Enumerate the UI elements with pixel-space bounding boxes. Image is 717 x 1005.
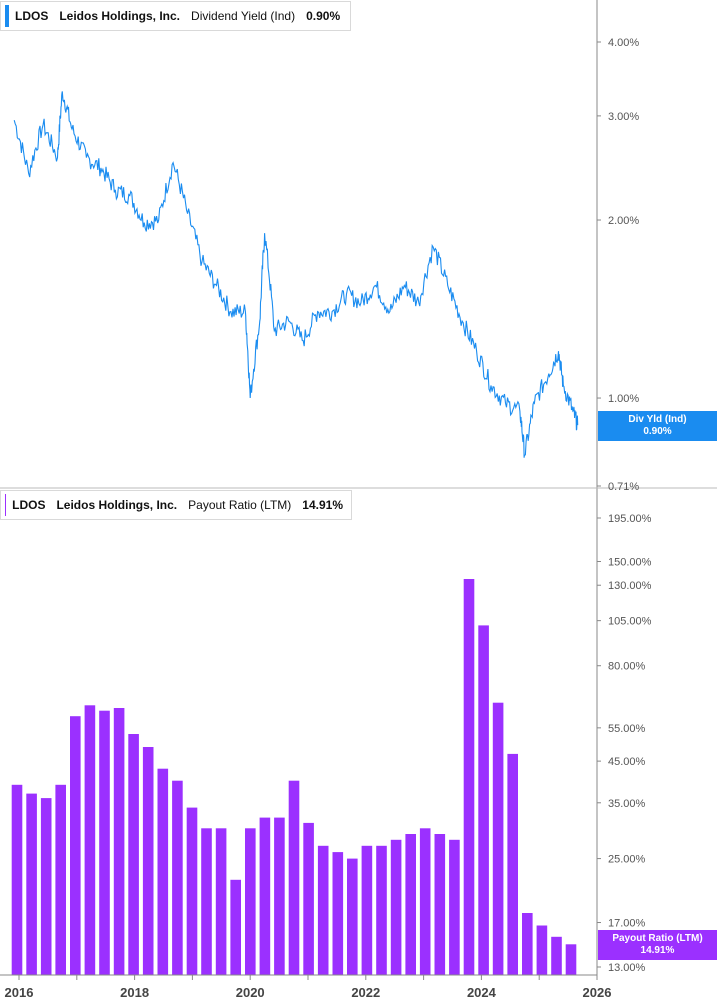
top-legend-metric: Dividend Yield (Ind) xyxy=(191,9,296,23)
payout-y-tick-label: 45.00% xyxy=(608,756,646,768)
payout-ratio-bar xyxy=(128,734,139,975)
dividend-yield-line xyxy=(13,91,579,458)
payout-ratio-bar xyxy=(361,845,373,975)
payout-ratio-bar xyxy=(551,936,562,975)
payout-y-tick-label: 195.00% xyxy=(608,513,652,525)
payout-ratio-bar xyxy=(201,828,212,975)
top-legend: LDOS Leidos Holdings, Inc. Dividend Yiel… xyxy=(0,1,351,31)
bottom-legend: LDOS Leidos Holdings, Inc. Payout Ratio … xyxy=(0,490,352,520)
payout-ratio-bar xyxy=(347,858,358,975)
yield-y-tick-label: 1.00% xyxy=(608,393,639,405)
payout-ratio-bar xyxy=(507,753,518,975)
payout-ratio-bar xyxy=(317,845,329,975)
bottom-legend-ticker: LDOS xyxy=(12,498,46,512)
x-tick-label: 2026 xyxy=(583,985,612,1000)
yield-y-tick-label: 4.00% xyxy=(608,37,639,49)
payout-ratio-bar xyxy=(274,817,285,975)
payout-ratio-bar xyxy=(259,817,271,975)
payout-ratio-bar xyxy=(303,822,314,975)
bottom-legend-value: 14.91% xyxy=(302,498,343,512)
payout-ratio-bar xyxy=(376,845,387,975)
dividend-yield-flag: Div Yld (Ind) 0.90% xyxy=(598,411,717,441)
payout-ratio-bar xyxy=(26,793,37,975)
payout-ratio-bar xyxy=(113,708,125,975)
dividend-yield-flag-label: Div Yld (Ind) xyxy=(628,414,687,425)
payout-y-tick-label: 130.00% xyxy=(608,580,652,592)
payout-ratio-bar xyxy=(565,944,577,975)
payout-ratio-bar xyxy=(245,828,256,975)
payout-y-tick-label: 55.00% xyxy=(608,723,646,735)
payout-ratio-bar xyxy=(99,710,110,975)
payout-ratio-bar xyxy=(434,834,446,975)
payout-ratio-bar xyxy=(186,807,198,975)
payout-ratio-flag-value: 14.91% xyxy=(640,945,675,956)
payout-ratio-bar xyxy=(70,716,81,975)
payout-ratio-bar xyxy=(84,705,96,975)
payout-ratio-bar xyxy=(449,839,460,975)
payout-y-tick-label: 150.00% xyxy=(608,557,652,569)
payout-ratio-bar xyxy=(230,879,241,975)
payout-ratio-bar xyxy=(11,784,23,975)
payout-ratio-bar xyxy=(405,834,416,975)
payout-ratio-flag-label: Payout Ratio (LTM) xyxy=(612,933,703,944)
yield-y-tick-label: 0.71% xyxy=(608,481,639,493)
payout-ratio-flag: Payout Ratio (LTM) 14.91% xyxy=(598,930,717,960)
payout-ratio-bar xyxy=(332,852,344,975)
payout-ratio-bar xyxy=(142,747,154,975)
x-tick-label: 2018 xyxy=(120,985,149,1000)
x-tick-label: 2016 xyxy=(5,985,34,1000)
payout-ratio-bar xyxy=(215,828,227,975)
payout-ratio-bar xyxy=(40,798,52,975)
top-legend-ticker: LDOS xyxy=(15,9,49,23)
payout-ratio-bar xyxy=(390,839,402,975)
yield-y-tick-label: 3.00% xyxy=(608,111,639,123)
bottom-legend-company: Leidos Holdings, Inc. xyxy=(56,498,178,512)
payout-ratio-bar xyxy=(463,579,475,975)
payout-ratio-bar xyxy=(55,784,66,975)
payout-ratio-bar xyxy=(536,925,548,975)
payout-y-tick-label: 80.00% xyxy=(608,661,646,673)
payout-y-tick-label: 35.00% xyxy=(608,798,646,810)
top-legend-swatch xyxy=(5,5,9,27)
yield-y-tick-label: 2.00% xyxy=(608,215,639,227)
top-legend-value: 0.90% xyxy=(306,9,341,23)
payout-ratio-bar xyxy=(492,702,504,975)
payout-y-tick-label: 13.00% xyxy=(608,962,646,974)
payout-ratio-plot xyxy=(11,579,577,975)
bottom-legend-metric: Payout Ratio (LTM) xyxy=(188,498,292,512)
dividend-yield-flag-value: 0.90% xyxy=(643,426,672,437)
top-legend-company: Leidos Holdings, Inc. xyxy=(59,9,181,23)
payout-ratio-bar xyxy=(419,828,431,975)
x-tick-label: 2024 xyxy=(467,985,497,1000)
bottom-legend-swatch xyxy=(5,494,7,516)
payout-ratio-bar xyxy=(478,625,489,975)
payout-ratio-bar xyxy=(172,780,183,975)
payout-ratio-bar xyxy=(288,780,300,975)
x-tick-label: 2020 xyxy=(236,985,265,1000)
x-tick-label: 2022 xyxy=(351,985,380,1000)
payout-y-tick-label: 25.00% xyxy=(608,854,646,866)
payout-ratio-bar xyxy=(157,768,169,975)
payout-y-tick-label: 105.00% xyxy=(608,616,652,628)
payout-ratio-bar xyxy=(522,913,533,975)
payout-y-tick-label: 17.00% xyxy=(608,918,646,930)
dividend-yield-plot xyxy=(13,91,579,458)
